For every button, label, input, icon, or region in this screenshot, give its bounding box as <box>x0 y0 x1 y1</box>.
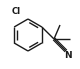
Text: N: N <box>64 51 72 59</box>
Text: Cl: Cl <box>11 8 21 16</box>
